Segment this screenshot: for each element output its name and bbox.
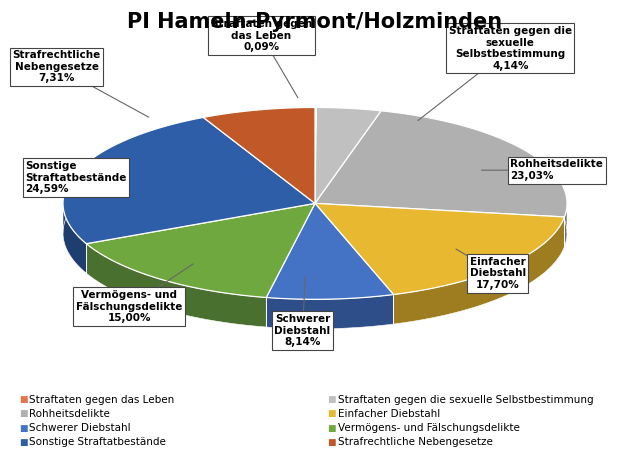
Polygon shape [63, 117, 315, 244]
Polygon shape [63, 204, 86, 273]
Polygon shape [315, 111, 567, 217]
Text: Schwerer
Diebstahl
8,14%: Schwerer Diebstahl 8,14% [274, 314, 331, 347]
Text: Sonstige Straftatbestände: Sonstige Straftatbestände [29, 437, 166, 447]
Polygon shape [564, 204, 567, 246]
Text: Strafrechtliche
Nebengesetze
7,31%: Strafrechtliche Nebengesetze 7,31% [13, 50, 101, 83]
Polygon shape [394, 217, 564, 324]
Text: ■: ■ [19, 438, 27, 447]
Text: Rohheitsdelikte
23,03%: Rohheitsdelikte 23,03% [510, 159, 603, 181]
Polygon shape [266, 203, 394, 299]
Text: Straftaten gegen die
sexuelle
Selbstbestimmung
4,14%: Straftaten gegen die sexuelle Selbstbest… [449, 26, 572, 71]
Text: ■: ■ [328, 395, 336, 404]
Polygon shape [86, 244, 266, 327]
Text: Vermögens- und Fälschungsdelikte: Vermögens- und Fälschungsdelikte [338, 423, 520, 433]
Polygon shape [266, 295, 394, 329]
Text: Straftaten gegen
das Leben
0,09%: Straftaten gegen das Leben 0,09% [211, 19, 312, 52]
Text: ■: ■ [19, 423, 27, 433]
Text: PI Hameln-Pyrmont/Holzminden: PI Hameln-Pyrmont/Holzminden [127, 12, 503, 32]
Polygon shape [315, 107, 316, 203]
Polygon shape [86, 203, 315, 298]
Text: ■: ■ [19, 409, 27, 419]
Polygon shape [203, 107, 315, 203]
Text: Strafrechtliche Nebengesetze: Strafrechtliche Nebengesetze [338, 437, 493, 447]
Text: Einfacher
Diebstahl
17,70%: Einfacher Diebstahl 17,70% [469, 257, 526, 290]
Polygon shape [315, 203, 564, 295]
Text: ■: ■ [19, 395, 27, 404]
Text: Schwerer Diebstahl: Schwerer Diebstahl [29, 423, 130, 433]
Polygon shape [315, 107, 381, 203]
Text: Einfacher Diebstahl: Einfacher Diebstahl [338, 409, 440, 419]
Text: Straftaten gegen das Leben: Straftaten gegen das Leben [29, 394, 175, 405]
Text: ■: ■ [328, 438, 336, 447]
Text: Rohheitsdelikte: Rohheitsdelikte [29, 409, 110, 419]
Text: Sonstige
Straftatbestände
24,59%: Sonstige Straftatbestände 24,59% [25, 161, 127, 194]
Text: Vermögens- und
Fälschungsdelikte
15,00%: Vermögens- und Fälschungsdelikte 15,00% [76, 290, 182, 323]
Text: ■: ■ [328, 423, 336, 433]
Text: ■: ■ [328, 409, 336, 419]
Text: Straftaten gegen die sexuelle Selbstbestimmung: Straftaten gegen die sexuelle Selbstbest… [338, 394, 593, 405]
